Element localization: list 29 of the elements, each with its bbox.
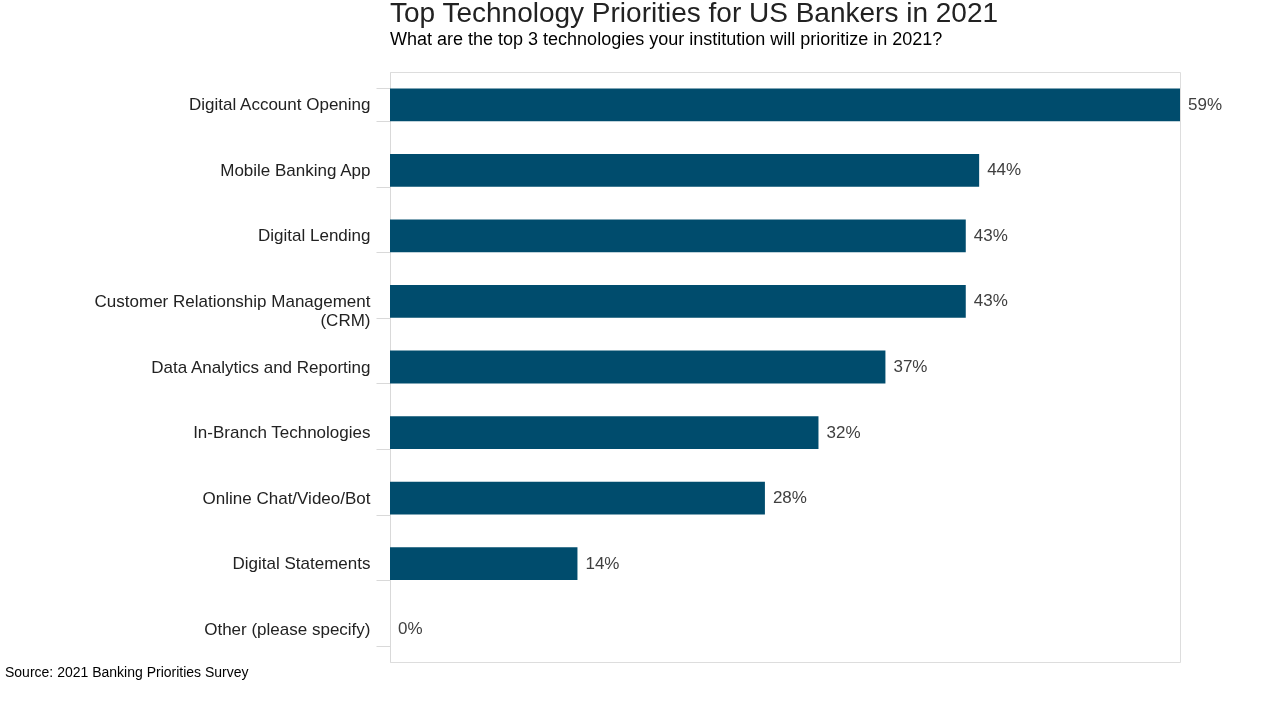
y-tick-label: Other (please specify) [204,619,371,639]
y-tick-label: Digital Statements [232,554,371,574]
y-tick-label: Online Chat/Video/Bot [202,488,371,508]
bar [390,219,966,253]
data-label: 43% [973,225,1008,245]
y-tick-label: Digital Lending [258,226,371,246]
y-tick-label: Digital Account Opening [189,95,371,115]
data-label: 32% [826,422,861,442]
y-tick-label: Data Analytics and Reporting [151,357,371,377]
bar [390,350,886,384]
y-tick-label: In-Branch Technologies [193,423,371,443]
y-tick-label: Mobile Banking App [220,160,371,180]
bar [390,285,966,318]
bar [390,481,765,515]
bar [390,547,578,581]
bar [390,416,819,449]
data-label: 14% [585,553,620,573]
data-label: 44% [987,160,1022,180]
chart-subtitle: What are the top 3 technologies your institution will prioritize in 2021? [390,29,943,49]
data-label: 43% [973,291,1008,311]
bar [390,88,1180,122]
bar [390,153,980,187]
data-label: 59% [1188,94,1223,114]
data-label: 28% [772,488,807,508]
chart-title: Top Technology Priorities for US Bankers in 2021 [390,0,999,28]
source-note: Source: 2021 Banking Priorities Survey [5,664,249,680]
data-label: 0% [398,619,423,639]
data-label: 37% [893,357,928,376]
y-tick-label: Customer Relationship Management (CRM) [94,291,371,330]
